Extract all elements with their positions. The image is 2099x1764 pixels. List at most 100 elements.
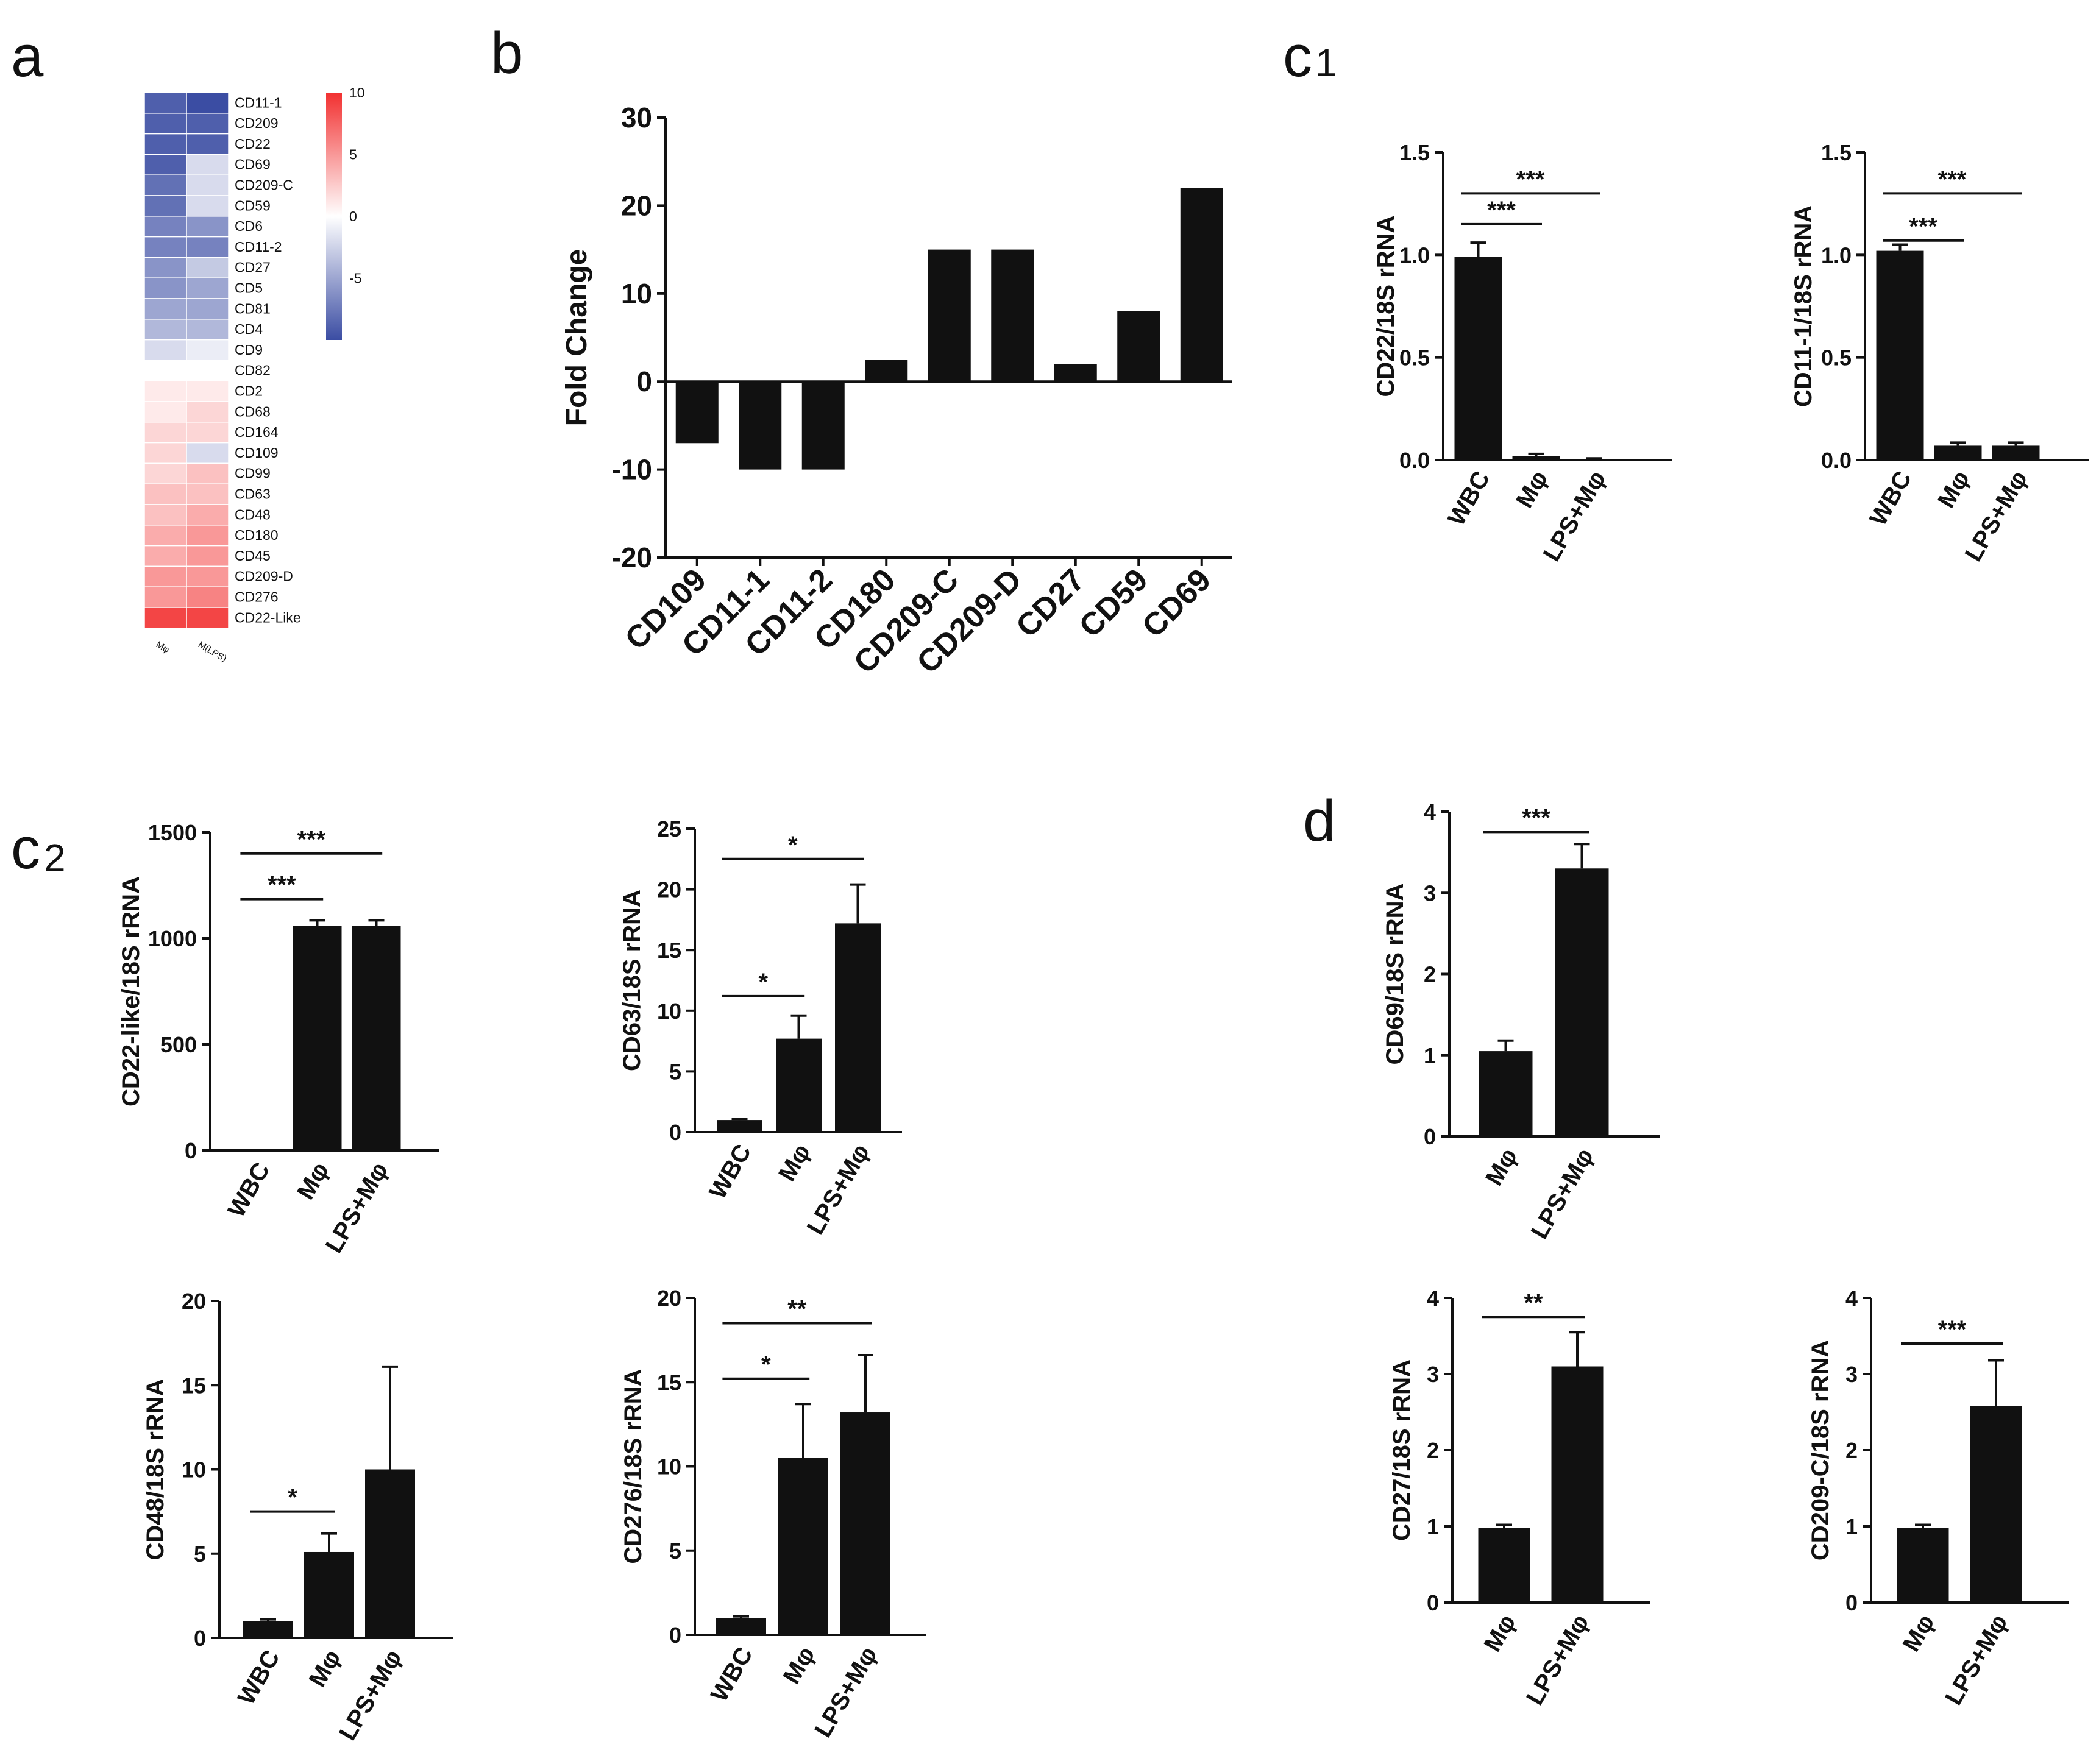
y-tick-label: 2 xyxy=(1427,1438,1439,1463)
y-tick-label: 4 xyxy=(1845,1286,1858,1311)
heatmap-cell-cd109-mlps xyxy=(186,442,229,464)
bar-m xyxy=(1512,456,1560,460)
heatmap-cell-cd48-m xyxy=(144,504,187,526)
y-tick-label: 20 xyxy=(621,190,652,221)
y-axis-title: CD48/18S rRNA xyxy=(142,1379,169,1560)
significance-stars: *** xyxy=(297,826,325,853)
y-tick-label: 3 xyxy=(1424,880,1436,905)
y-tick-label: 15 xyxy=(182,1373,206,1398)
bar-wbc xyxy=(243,1621,293,1638)
bar-cd11-1 xyxy=(739,381,782,470)
heatmap-cell-cd180-m xyxy=(144,525,187,547)
heatmap-cell-cd27-m xyxy=(144,257,187,278)
panel-label-a: a xyxy=(11,24,44,89)
significance-stars: *** xyxy=(1516,166,1545,193)
heatmap-row-label: CD69 xyxy=(235,157,271,172)
colorbar-tick-label: 0 xyxy=(349,208,357,224)
significance-stars: ** xyxy=(787,1295,807,1322)
heatmap-cell-cd27-mlps xyxy=(186,257,229,278)
y-axis-title: CD69/18S rRNA xyxy=(1382,884,1408,1065)
bar-lps-m xyxy=(840,1412,890,1635)
heatmap-cell-cd164-mlps xyxy=(186,422,229,444)
heatmap-cell-cd63-m xyxy=(144,483,187,505)
y-axis-title: CD63/18S rRNA xyxy=(619,890,645,1071)
heatmap-cell-cd180-mlps xyxy=(186,525,229,547)
x-category-label: LPS+Mφ xyxy=(1526,1144,1599,1244)
bar-cd209-d xyxy=(991,249,1034,382)
panel-label-c1: c xyxy=(1283,24,1312,89)
heatmap-cell-cd4-m xyxy=(144,319,187,341)
heatmap-cell-cd59-mlps xyxy=(186,195,229,217)
y-tick-label: -10 xyxy=(612,454,652,486)
heatmap-cell-cd68-mlps xyxy=(186,401,229,423)
heatmap-cell-cd45-m xyxy=(144,545,187,567)
heatmap-cell-cd276-m xyxy=(144,586,187,608)
heatmap-row-label: CD209-D xyxy=(235,569,293,584)
bar-m xyxy=(776,1038,822,1132)
heatmap-row-label: CD22 xyxy=(235,136,271,152)
y-tick-label: 3 xyxy=(1845,1362,1858,1387)
significance-stars: * xyxy=(288,1484,297,1511)
y-tick-label: 0 xyxy=(1427,1590,1439,1615)
heatmap-cell-cd11-2-mlps xyxy=(186,236,229,258)
bar-wbc xyxy=(233,1150,283,1151)
bar-lps-m xyxy=(1555,868,1609,1136)
x-category-label: CD59 xyxy=(1073,562,1155,644)
bar-cd59 xyxy=(1117,311,1160,382)
y-tick-label: 0 xyxy=(194,1626,206,1651)
y-tick-label: 3 xyxy=(1427,1362,1439,1387)
panel-label-c2: c xyxy=(11,816,40,881)
significance-stars: *** xyxy=(1938,1316,1967,1343)
y-tick-label: 0 xyxy=(669,1120,681,1145)
x-category-label: WBC xyxy=(233,1646,285,1710)
bar-m xyxy=(1478,1528,1530,1603)
y-tick-label: 15 xyxy=(657,938,681,963)
bar-lps-m xyxy=(352,926,401,1150)
y-tick-label: 1.5 xyxy=(1821,140,1852,165)
y-tick-label: 5 xyxy=(194,1542,206,1567)
colorbar-tick-label: 10 xyxy=(349,85,365,101)
y-tick-label: 10 xyxy=(657,999,681,1024)
y-tick-label: 0 xyxy=(669,1623,681,1648)
y-tick-label: 10 xyxy=(182,1458,206,1482)
heatmap-row-label: CD2 xyxy=(235,383,263,399)
bar-cd209-c xyxy=(928,249,971,382)
y-tick-label: 15 xyxy=(657,1370,681,1395)
significance-stars: *** xyxy=(1938,166,1967,193)
y-tick-label: 1.0 xyxy=(1821,243,1852,267)
y-axis-title: CD209-C/18S rRNA xyxy=(1807,1340,1834,1560)
y-tick-label: 25 xyxy=(657,816,681,841)
y-tick-label: 5 xyxy=(669,1059,681,1084)
heatmap-row-label: CD45 xyxy=(235,548,271,564)
heatmap-cell-cd11-1-mlps xyxy=(186,92,229,114)
heatmap-panel-a: CD11-1 CD209 CD22 CD69 CD209-C CD59 CD6 CD11-2 C… xyxy=(144,85,365,664)
y-tick-label: 1 xyxy=(1424,1043,1436,1068)
x-category-label: Mφ xyxy=(304,1646,346,1692)
bar-wbc xyxy=(717,1120,762,1132)
bar-wbc xyxy=(1454,257,1502,460)
y-tick-label: -20 xyxy=(612,542,652,573)
panel-label-c1-sub: 1 xyxy=(1315,41,1337,85)
heatmap-row-label: CD11-1 xyxy=(235,94,282,110)
heatmap-cell-cd68-m xyxy=(144,401,187,423)
bar-cd180 xyxy=(865,360,908,382)
colorbar xyxy=(326,93,342,340)
bar-lps-m xyxy=(1551,1366,1604,1603)
y-tick-label: 30 xyxy=(621,102,652,133)
x-category-label: CD27 xyxy=(1009,562,1092,644)
y-axis-title: Fold Change xyxy=(561,249,593,427)
x-category-label: WBC xyxy=(1443,467,1495,531)
y-tick-label: 4 xyxy=(1427,1286,1439,1311)
bar-cd109 xyxy=(675,381,719,444)
x-category-label: Mφ xyxy=(773,1140,815,1186)
heatmap-column-label: M(LPS) xyxy=(196,640,229,664)
heatmap-cell-cd209-mlps xyxy=(186,113,229,135)
heatmap-row-label: CD81 xyxy=(235,300,271,316)
heatmap-cell-cd22-like-mlps xyxy=(186,607,229,629)
significance-stars: *** xyxy=(1909,213,1937,240)
